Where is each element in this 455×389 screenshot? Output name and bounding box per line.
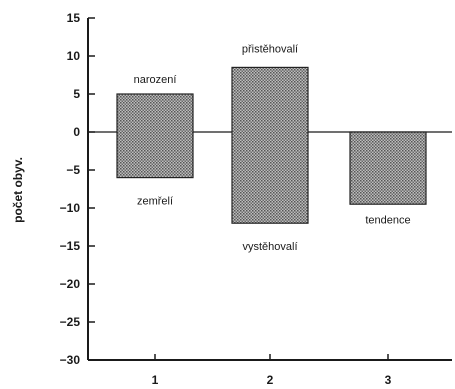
y-tick-label: 5 (73, 87, 80, 101)
bar-annotation: vystěhovalí (242, 241, 297, 253)
bar-annotation: zemřelí (137, 195, 173, 207)
y-tick-label: 0 (73, 125, 80, 139)
y-tick-label: −30 (60, 353, 81, 367)
labels: narození zemřelí přistěhovalí vystěhovalí te… (134, 43, 411, 253)
bar-1 (116, 93, 194, 179)
bar-annotation: tendence (365, 214, 410, 226)
y-tick-label: −20 (60, 277, 81, 291)
bar-annotation: narození (134, 74, 177, 86)
y-axis-title: počet obyv. (11, 157, 25, 223)
y-tick-label: −5 (66, 163, 80, 177)
x-tick-label: 3 (385, 373, 392, 387)
y-tick-label: 15 (67, 11, 81, 25)
x-tick-label: 1 (152, 373, 159, 387)
y-tick-label: −10 (60, 201, 81, 215)
bar-annotation: přistěhovalí (242, 43, 298, 55)
y-tick-label: −25 (60, 315, 81, 329)
bar-2 (231, 66, 309, 224)
x-tick-label: 2 (267, 373, 274, 387)
y-tick-label: 10 (67, 49, 81, 63)
bar-3 (349, 131, 427, 205)
bars (116, 66, 427, 224)
y-tick-label: −15 (60, 239, 81, 253)
